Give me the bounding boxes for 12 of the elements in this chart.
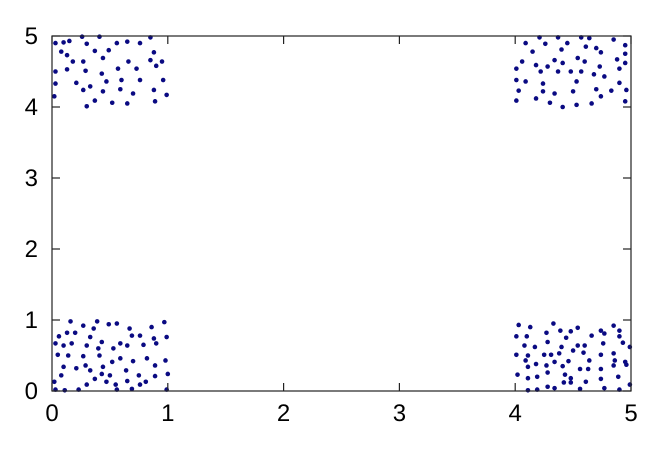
x-tick-label: 4 bbox=[508, 400, 522, 427]
y-tick-label: 0 bbox=[24, 378, 38, 405]
x-tick-label: 1 bbox=[161, 400, 174, 427]
y-tick-label: 5 bbox=[24, 23, 38, 50]
y-tick-label: 1 bbox=[24, 307, 38, 334]
y-tick-label: 2 bbox=[24, 236, 38, 263]
x-tick-label: 2 bbox=[276, 400, 290, 427]
y-tick-label: 3 bbox=[24, 165, 38, 192]
x-tick-label: 0 bbox=[45, 400, 59, 427]
y-tick-label: 4 bbox=[24, 94, 38, 121]
x-tick-label: 5 bbox=[624, 400, 638, 427]
x-tick-label: 3 bbox=[392, 400, 406, 427]
